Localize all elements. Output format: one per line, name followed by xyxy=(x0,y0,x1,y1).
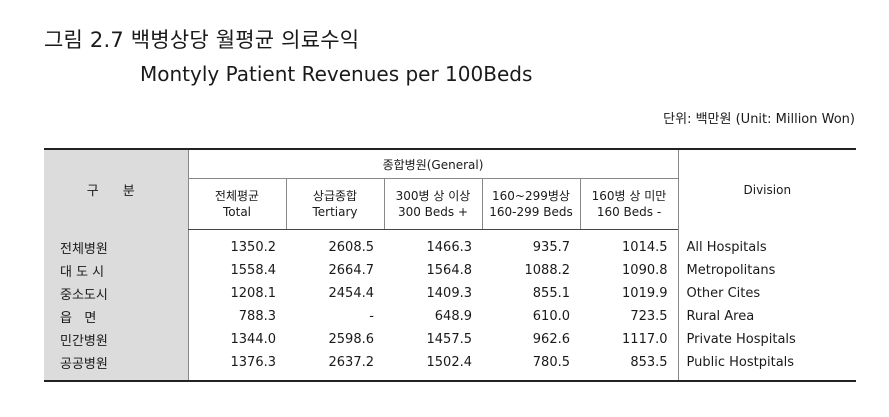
row-label: 전체병원 xyxy=(44,229,188,259)
value-cell: 1344.0 xyxy=(187,328,286,351)
corner-header: 구 분 xyxy=(44,148,188,230)
value-cell: 962.6 xyxy=(532,332,570,347)
column-header-korean: 전체평균 xyxy=(214,189,260,203)
row-division: Other Cites xyxy=(677,282,857,305)
column-header: 전체평균 Total xyxy=(187,178,286,230)
value-cell: 1466.3 xyxy=(426,240,473,255)
value-cell: 1350.2 xyxy=(187,229,286,259)
column-header-korean: 160병 상 미만 xyxy=(591,189,667,203)
row-division: Metropolitans xyxy=(677,259,857,282)
value-cell: 1558.4 xyxy=(187,259,286,282)
row-division: Private Hospitals xyxy=(677,328,857,351)
value-cell: 2598.6 xyxy=(328,332,375,347)
figure-title-korean: 그림 2.7 백병상당 월평균 의료수익 xyxy=(44,28,360,52)
table-row: 대 도 시 1558.4 2664.7 1564.8 1088.2 1090.8 Metro… xyxy=(44,259,857,282)
column-header: 160~299병상 160-299 Beds xyxy=(481,178,580,230)
table-row: 읍 면 788.3 - 648.9 610.0 723.5 Rural Area xyxy=(44,305,857,328)
column-header: 300병 상 이상 300 Beds + xyxy=(383,178,482,230)
column-header-korean: 상급종합 xyxy=(312,189,358,203)
value-cell: 1019.9 xyxy=(622,286,668,301)
column-header-english: 300 Beds + xyxy=(397,205,469,219)
value-cell: 2637.2 xyxy=(286,351,384,382)
value-cell: 780.5 xyxy=(482,351,580,382)
column-header-english: Tertiary xyxy=(312,205,358,219)
value-cell: 1208.1 xyxy=(187,282,286,305)
row-label: 민간병원 xyxy=(44,328,188,351)
row-label: 공공병원 xyxy=(44,351,188,382)
table-row: 민간병원 1344.0 2598.6 1457.5 962.6 1117.0 Private… xyxy=(44,328,857,351)
value-cell: 2608.5 xyxy=(328,240,375,255)
value-cell: - xyxy=(369,309,374,324)
value-cell: 853.5 xyxy=(580,351,679,382)
column-header-english: 160-299 Beds xyxy=(489,205,573,219)
row-division: All Hospitals xyxy=(677,229,857,259)
value-cell: 610.0 xyxy=(532,309,570,324)
value-cell: 855.1 xyxy=(532,286,570,301)
table-body: 전체병원 1350.2 2608.5 1466.3 935.7 1014.5 All Hos… xyxy=(44,229,857,382)
column-header-korean: 160~299병상 xyxy=(492,189,570,203)
value-cell: 1502.4 xyxy=(384,351,482,382)
column-header: 160병 상 미만 160 Beds - xyxy=(579,178,679,230)
figure-title-english: Montyly Patient Revenues per 100Beds xyxy=(140,62,533,86)
division-header: Division xyxy=(677,148,857,230)
value-cell: 1409.3 xyxy=(426,286,473,301)
column-header-english: Total xyxy=(222,205,252,219)
value-cell: 2454.4 xyxy=(328,286,375,301)
value-cell: 1376.3 xyxy=(187,351,286,382)
column-header-english: 160 Beds - xyxy=(596,205,662,219)
row-label: 읍 면 xyxy=(44,305,188,328)
revenue-table: 구 분 종합병원(General) Division 전체평균 Total 상급종합… xyxy=(44,148,857,382)
column-header-korean: 300병 상 이상 xyxy=(395,189,471,203)
value-cell: 648.9 xyxy=(434,309,472,324)
value-cell: 1117.0 xyxy=(622,332,668,347)
row-label: 중소도시 xyxy=(44,282,188,305)
value-cell: 1457.5 xyxy=(426,332,473,347)
value-cell: 2664.7 xyxy=(328,263,375,278)
row-division: Public Hostpitals xyxy=(677,351,857,382)
value-cell: 788.3 xyxy=(187,305,286,328)
row-division: Rural Area xyxy=(677,305,857,328)
table-row: 공공병원 1376.3 2637.2 1502.4 780.5 853.5 Public H… xyxy=(44,351,857,382)
value-cell: 1564.8 xyxy=(426,263,473,278)
column-header-row: 전체평균 Total 상급종합 Tertiary 300병 상 이상 300 Beds +… xyxy=(44,178,856,230)
group-header: 종합병원(General) xyxy=(187,148,679,179)
row-label: 대 도 시 xyxy=(44,259,188,282)
table-row: 중소도시 1208.1 2454.4 1409.3 855.1 1019.9 Other C… xyxy=(44,282,857,305)
unit-label: 단위: 백만원 (Unit: Million Won) xyxy=(663,112,855,127)
value-cell: 1090.8 xyxy=(622,263,668,278)
value-cell: 1088.2 xyxy=(524,263,571,278)
column-header: 상급종합 Tertiary xyxy=(285,178,384,230)
value-cell: 1014.5 xyxy=(622,240,668,255)
value-cell: 935.7 xyxy=(532,240,570,255)
table-row: 전체병원 1350.2 2608.5 1466.3 935.7 1014.5 All Hos… xyxy=(44,229,857,259)
value-cell: 723.5 xyxy=(630,309,668,324)
